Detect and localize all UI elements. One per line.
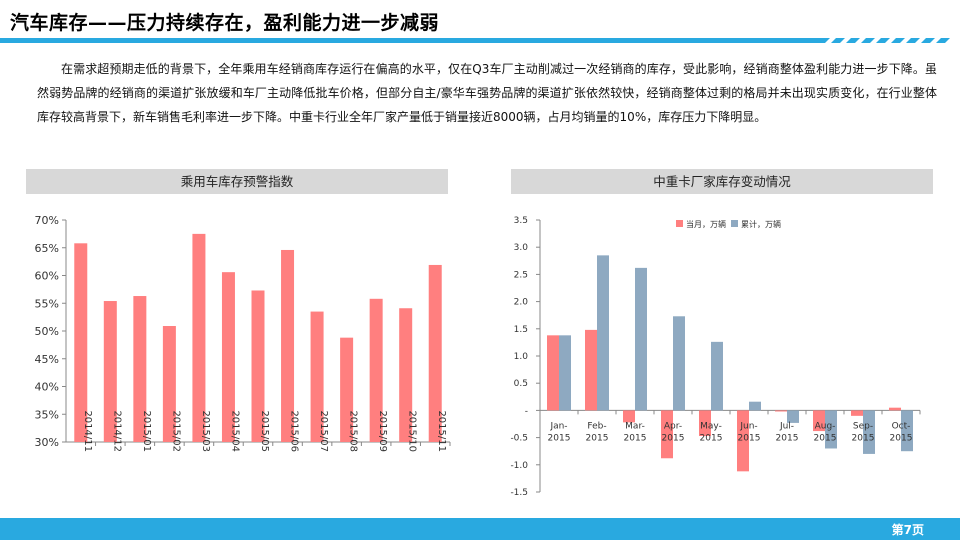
bar <box>133 296 147 442</box>
bar-monthly <box>585 329 597 411</box>
bar-cumulative <box>559 335 571 411</box>
page-title: 汽车库存——压力持续存在，盈利能力进一步减弱 <box>10 12 440 34</box>
y-tick-label: 30% <box>35 436 59 449</box>
x-tick-label: 2015 <box>890 433 913 443</box>
header-divider <box>0 38 950 43</box>
y-tick-label: 2.0 <box>514 298 529 308</box>
bar <box>310 311 324 442</box>
y-tick-label: 65% <box>35 242 59 255</box>
y-tick-label: -0.5 <box>510 434 528 444</box>
x-tick-label: Oct- <box>892 421 911 431</box>
bar <box>103 301 117 442</box>
x-tick-label: 2015 <box>662 433 685 443</box>
x-tick-label: 2015/03 <box>200 410 211 452</box>
y-tick-label: 1.5 <box>514 325 528 335</box>
x-tick-label: 2015 <box>548 433 571 443</box>
bar-monthly <box>775 410 787 412</box>
page-number: 第7页 <box>891 523 924 537</box>
legend-swatch <box>676 220 683 227</box>
y-tick-label: 3.0 <box>514 243 529 253</box>
y-tick-label: 0.5 <box>514 379 528 389</box>
y-tick-label: - <box>525 406 528 416</box>
x-tick-label: Jan- <box>549 421 567 431</box>
left-chart-title: 乘用车库存预警指数 <box>26 169 448 194</box>
x-tick-label: 2015 <box>586 433 609 443</box>
bar <box>251 290 265 442</box>
y-tick-label: 70% <box>35 214 59 227</box>
x-tick-label: 2015/07 <box>318 410 329 452</box>
y-tick-label: -1.5 <box>510 488 528 498</box>
bar-cumulative <box>863 410 875 454</box>
x-tick-label: 2015/02 <box>170 410 181 452</box>
body-paragraph: 在需求超预期走低的背景下，全年乘用车经销商库存运行在偏高的水平，仅在Q3车厂主动… <box>37 62 937 124</box>
bar-monthly <box>813 410 825 432</box>
bar-cumulative <box>825 410 837 449</box>
bar-monthly <box>889 407 901 411</box>
legend-label: 累计，万辆 <box>741 219 781 229</box>
x-tick-label: May- <box>700 421 722 431</box>
y-tick-label: 3.5 <box>514 216 528 226</box>
bar <box>221 272 235 442</box>
x-tick-label: 2015 <box>776 433 799 443</box>
y-tick-label: 50% <box>35 325 59 338</box>
x-tick-label: 2015/09 <box>377 410 388 452</box>
bar-cumulative <box>787 410 799 423</box>
y-tick-label: 2.5 <box>514 270 528 280</box>
x-tick-label: Feb- <box>587 421 606 431</box>
heavy-truck-inventory-chart: -1.5-1.0-0.5-0.51.01.52.02.53.03.5Jan-20… <box>510 216 921 498</box>
x-tick-label: 2015 <box>738 433 761 443</box>
bar-cumulative <box>635 267 647 411</box>
bar-cumulative <box>673 316 685 411</box>
y-tick-label: 40% <box>35 381 59 394</box>
bar <box>74 243 88 442</box>
bar-cumulative <box>749 401 761 411</box>
x-tick-label: Mar- <box>625 421 645 431</box>
y-tick-label: -1.0 <box>510 461 528 471</box>
y-tick-label: 1.0 <box>514 352 529 362</box>
bar-monthly <box>661 410 673 459</box>
bar-monthly <box>547 335 559 411</box>
bar <box>399 308 413 442</box>
bar-monthly <box>699 410 711 436</box>
y-tick-label: 55% <box>35 297 59 310</box>
x-tick-label: 2015 <box>852 433 875 443</box>
y-tick-label: 45% <box>35 353 59 366</box>
bar <box>369 298 383 442</box>
x-tick-label: Jun- <box>739 421 757 431</box>
x-tick-label: 2014/12 <box>111 410 122 452</box>
right-chart-title: 中重卡厂家库存变动情况 <box>511 169 933 194</box>
bar <box>192 233 206 442</box>
x-tick-label: 2015 <box>624 433 647 443</box>
bar <box>428 264 442 442</box>
x-tick-label: 2015/04 <box>229 410 240 452</box>
y-tick-label: 60% <box>35 270 59 283</box>
x-tick-label: Apr- <box>664 421 682 431</box>
x-tick-label: Sep- <box>853 421 873 431</box>
bar <box>340 337 354 442</box>
x-tick-label: Jul- <box>779 421 794 431</box>
bar-monthly <box>737 410 749 472</box>
legend-swatch <box>731 220 738 227</box>
x-tick-label: 2014/11 <box>82 410 93 452</box>
bar <box>281 249 295 442</box>
x-tick-label: Aug- <box>815 421 836 431</box>
x-tick-label: 2015/10 <box>407 410 418 452</box>
bar-cumulative <box>597 255 609 411</box>
y-tick-label: 35% <box>35 408 59 421</box>
bar <box>162 326 176 442</box>
x-tick-label: 2015 <box>700 433 723 443</box>
bar-cumulative <box>711 341 723 411</box>
footer-bar: 第7页 <box>0 518 960 540</box>
bar-monthly <box>623 410 635 423</box>
x-tick-label: 2015/08 <box>348 410 359 452</box>
x-tick-label: 2015/01 <box>141 410 152 452</box>
x-tick-label: 2015 <box>814 433 837 443</box>
passenger-car-inventory-chart: 30% 35% 40% 45% 50% 55% 60% 65% 70% 2014/11 2014/1… <box>35 214 451 452</box>
x-tick-label: 2015/06 <box>289 410 300 452</box>
bar-monthly <box>851 410 863 416</box>
x-tick-label: 2015/05 <box>259 410 270 452</box>
bar-cumulative <box>901 410 913 452</box>
x-tick-label: 2015/11 <box>436 410 447 452</box>
legend-label: 当月，万辆 <box>686 219 726 229</box>
